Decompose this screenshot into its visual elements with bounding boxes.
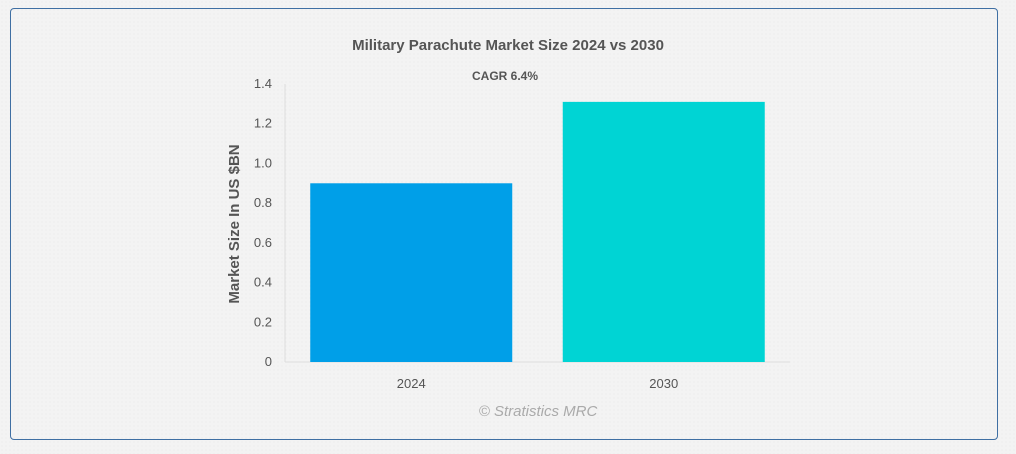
x-tick-label: 2024 bbox=[397, 376, 426, 391]
y-tick-label: 1.4 bbox=[254, 76, 272, 91]
x-ticks: 2024 2030 bbox=[397, 376, 678, 391]
x-tick-label: 2030 bbox=[649, 376, 678, 391]
y-tick-label: 0.2 bbox=[254, 314, 272, 329]
y-tick-label: 0 bbox=[265, 354, 272, 369]
credit-text: © Stratistics MRC bbox=[479, 403, 598, 420]
y-ticks: 0 0.2 0.4 0.6 0.8 1.0 1.2 1.4 bbox=[254, 76, 272, 369]
bars bbox=[310, 101, 765, 362]
y-tick-label: 0.4 bbox=[254, 275, 272, 290]
y-tick-label: 1.0 bbox=[254, 155, 272, 170]
chart-frame bbox=[10, 8, 998, 440]
chart-subtitle: CAGR 6.4% bbox=[472, 69, 538, 83]
bar-2030 bbox=[562, 101, 765, 362]
y-tick-label: 0.6 bbox=[254, 235, 272, 250]
y-axis-label: Market Size In US $BN bbox=[226, 144, 243, 303]
bar-2024 bbox=[310, 183, 513, 362]
chart-title: Military Parachute Market Size 2024 vs 2… bbox=[352, 37, 664, 54]
y-tick-label: 0.8 bbox=[254, 195, 272, 210]
y-tick-label: 1.2 bbox=[254, 116, 272, 131]
